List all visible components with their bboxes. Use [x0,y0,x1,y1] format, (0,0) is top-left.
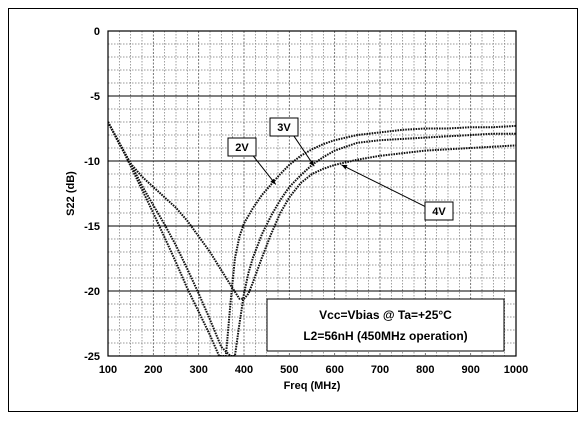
y-tick-label: -5 [90,91,100,103]
callout-arrowhead-3V [309,160,315,167]
y-tick-label: -10 [84,156,100,168]
series-callouts: 2V 3V 4V [227,117,454,221]
series-label-2V: 2V [235,142,249,154]
series-label-4V: 4V [432,206,446,218]
y-axis-label: S22 (dB) [65,171,77,216]
x-tick-labels: 100 200 300 400 500 600 700 800 900 1000 [99,364,528,376]
y-tick-label: -15 [84,221,100,233]
conditions-note-line-1: Vcc=Vbias @ Ta=+25°C [319,308,452,322]
series-group [108,121,516,356]
plot-border [107,30,517,357]
x-tick-label: 500 [280,364,298,376]
x-tick-label: 900 [461,364,479,376]
callout-arrowhead-2V [270,178,276,185]
callout-arrow-4V [341,164,426,208]
chart-svg: 100 200 300 400 500 600 700 800 900 1000 0 -5 -10 -1… [65,26,528,392]
y-tick-labels: 0 -5 -10 -15 -20 -25 [84,26,100,363]
x-tick-label: 300 [189,364,207,376]
x-tick-label: 1000 [504,364,528,376]
x-tick-label: 800 [416,364,434,376]
conditions-note: Vcc=Vbias @ Ta=+25°C L2=56nH (450MHz ope… [266,298,505,352]
y-tick-label: -25 [84,351,100,363]
conditions-note-box [266,298,505,352]
series-line-2V [108,121,516,356]
x-axis-label: Freq (MHz) [284,380,341,392]
series-line-4V [108,121,516,300]
grid-major [108,31,516,356]
callout-arrow-3V [292,134,315,167]
callout-arrow-2V [251,154,277,185]
y-tick-label: -20 [84,286,100,298]
x-tick-label: 600 [325,364,343,376]
y-tick-label: 0 [94,26,100,38]
x-tick-label: 100 [99,364,117,376]
callout-box-4V [424,201,454,221]
callout-box-2V [227,137,257,157]
callout-box-3V [269,117,299,137]
callout-arrowhead-4V [341,164,348,170]
x-tick-label: 400 [235,364,253,376]
x-tick-label: 700 [371,364,389,376]
series-label-3V: 3V [277,122,291,134]
series-line-3V [108,121,516,356]
conditions-note-line-2: L2=56nH (450MHz operation) [303,329,467,343]
chart-frame: 100 200 300 400 500 600 700 800 900 1000 0 -5 -10 -1… [8,8,578,412]
x-tick-label: 200 [144,364,162,376]
